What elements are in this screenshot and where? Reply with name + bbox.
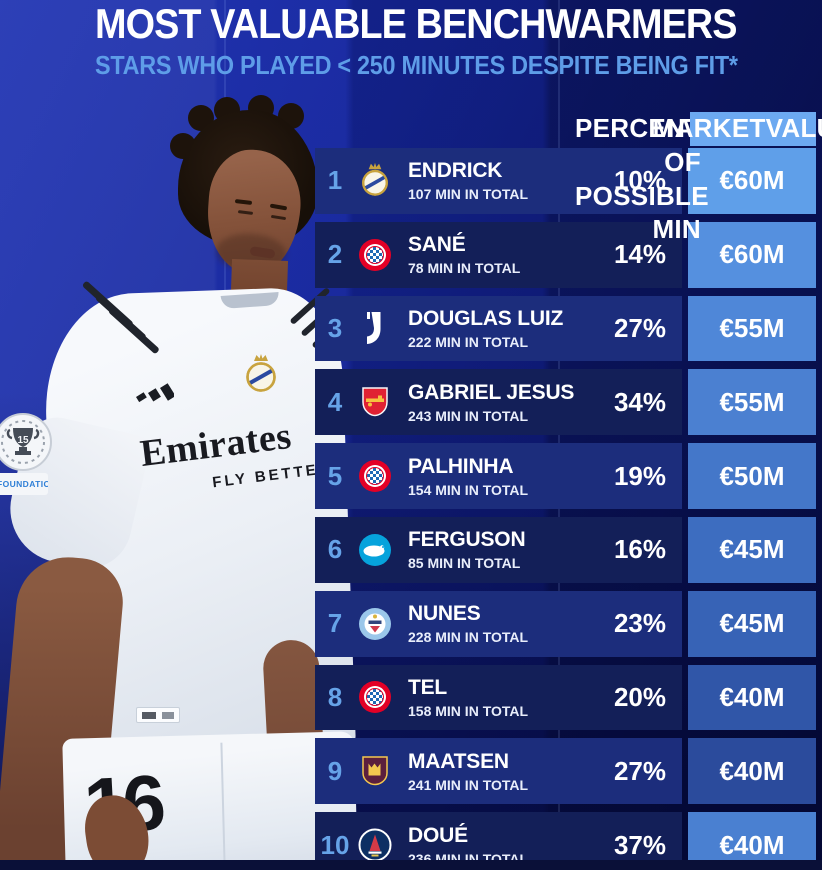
club-crest-juventus-icon	[355, 310, 395, 346]
pct-of-possible-minutes: 34%	[613, 386, 666, 417]
club-crest-bayern-icon	[355, 459, 395, 493]
pct-of-possible-minutes: 20%	[613, 681, 666, 712]
foundation-patch-text: FOUNDATION	[0, 479, 48, 489]
page-subtitle: STARS WHO PLAYED < 250 MINUTES DESPITE B…	[95, 50, 738, 81]
ucl-patch-number: 15	[17, 435, 29, 446]
club-crest-brighton-icon	[355, 533, 395, 567]
player-minutes: 107 MIN IN TOTAL	[408, 186, 529, 203]
ranking-table: 1 ENDRICK 107 MIN IN TOTAL 10% €60M	[315, 148, 816, 870]
player-minutes: 158 MIN IN TOTAL	[408, 702, 529, 719]
player-name: FERGUSON	[408, 528, 526, 552]
rank: 1	[327, 165, 343, 196]
column-header-percentage: PERCENTAGE OF POSSIBLE MIN	[575, 113, 757, 245]
player-name: PALHINHA	[408, 454, 514, 478]
table-row: 7 NUNES 228 MIN IN TOTAL 23% €45M	[315, 590, 816, 657]
column-header-market-value: MARKET VALUE	[653, 112, 822, 146]
foundation-patch: FOUNDATION	[0, 473, 48, 495]
table-row: 6 FERGUSON 85 MIN IN TOTAL 16% €45M	[315, 516, 816, 583]
club-crest-bayern-icon	[355, 238, 395, 272]
market-value: €40M	[688, 664, 816, 731]
rank: 5	[327, 460, 343, 491]
table-row: 3 DOUGLAS LUIZ 222 MIN IN TOTAL 27% €55M	[315, 295, 816, 362]
player-name: NUNES	[408, 602, 481, 626]
page-title: MOST VALUABLE BENCHWARMERS	[95, 0, 738, 47]
pct-of-possible-minutes: 16%	[613, 534, 666, 565]
market-value: €55M	[688, 295, 816, 362]
player-name: TEL	[408, 675, 448, 699]
club-crest-arsenal-icon	[355, 385, 395, 419]
player-name: DOUGLAS LUIZ	[408, 306, 564, 330]
player-name: ENDRICK	[408, 159, 503, 183]
bottom-bar	[0, 860, 822, 870]
rank: 7	[327, 608, 343, 639]
player-name: GABRIEL JESUS	[408, 380, 575, 404]
rank: 2	[327, 239, 343, 270]
table-row: 1 ENDRICK 107 MIN IN TOTAL 10% €60M	[315, 148, 816, 214]
club-crest-aston-villa-icon	[355, 754, 395, 788]
pct-of-possible-minutes: 27%	[613, 312, 666, 343]
pct-of-possible-minutes: 27%	[613, 755, 666, 786]
jersey-hem-tag	[136, 707, 180, 723]
rank: 4	[327, 386, 343, 417]
player-minutes: 243 MIN IN TOTAL	[408, 407, 529, 424]
player-name: SANÉ	[408, 233, 466, 257]
market-value: €40M	[688, 812, 816, 870]
club-crest-psg-icon	[355, 828, 395, 862]
player-minutes: 241 MIN IN TOTAL	[408, 776, 529, 793]
player-minutes: 154 MIN IN TOTAL	[408, 481, 529, 498]
table-row: 2 SANÉ 78 MIN IN TOTAL 14% €60M	[315, 221, 816, 288]
market-value: €55M	[688, 369, 816, 436]
player-name: DOUÉ	[408, 823, 468, 847]
ucl-trophy-patch-icon: 15	[0, 413, 52, 471]
table-row: 8 TEL 158 MIN IN TOTAL 20% €40M	[315, 664, 816, 731]
player-minutes: 222 MIN IN TOTAL	[408, 333, 529, 350]
market-value: €50M	[688, 443, 816, 509]
player-minutes: 228 MIN IN TOTAL	[408, 629, 529, 646]
real-madrid-chest-crest-icon	[244, 353, 278, 397]
table-row: 9 MAATSEN 241 MIN IN TOTAL 27% €40M	[315, 738, 816, 805]
market-value: €60M	[688, 148, 816, 214]
rank: 3	[327, 312, 343, 343]
rank: 10	[320, 829, 350, 860]
club-crest-bayern-icon	[355, 680, 395, 714]
club-crest-man-city-icon	[355, 607, 395, 641]
player-minutes: 85 MIN IN TOTAL	[408, 555, 521, 572]
pct-of-possible-minutes: 14%	[613, 239, 666, 270]
pct-of-possible-minutes: 10%	[613, 165, 666, 196]
player-name: MAATSEN	[408, 749, 509, 773]
rank: 9	[327, 755, 343, 786]
table-row: 5 PALHINHA 154 MIN IN TOTAL 19% €50M	[315, 443, 816, 509]
pct-of-possible-minutes: 37%	[613, 829, 666, 860]
market-value: €40M	[688, 738, 816, 805]
rank: 6	[327, 534, 343, 565]
player-minutes: 78 MIN IN TOTAL	[408, 260, 521, 277]
rank: 8	[327, 681, 343, 712]
market-value: €60M	[688, 221, 816, 288]
player-photo-endrick: Emirates FLY BETTER 16 15 FOUNDATION	[0, 95, 358, 870]
pct-of-possible-minutes: 19%	[613, 460, 666, 491]
market-value: €45M	[688, 590, 816, 657]
table-row: 4 GABRIEL JESUS 243 MIN IN TOTAL 34% €55…	[315, 369, 816, 436]
market-value: €45M	[688, 516, 816, 583]
pct-of-possible-minutes: 23%	[613, 608, 666, 639]
club-crest-real-madrid-icon	[355, 162, 395, 200]
adidas-logo-icon	[134, 381, 176, 407]
